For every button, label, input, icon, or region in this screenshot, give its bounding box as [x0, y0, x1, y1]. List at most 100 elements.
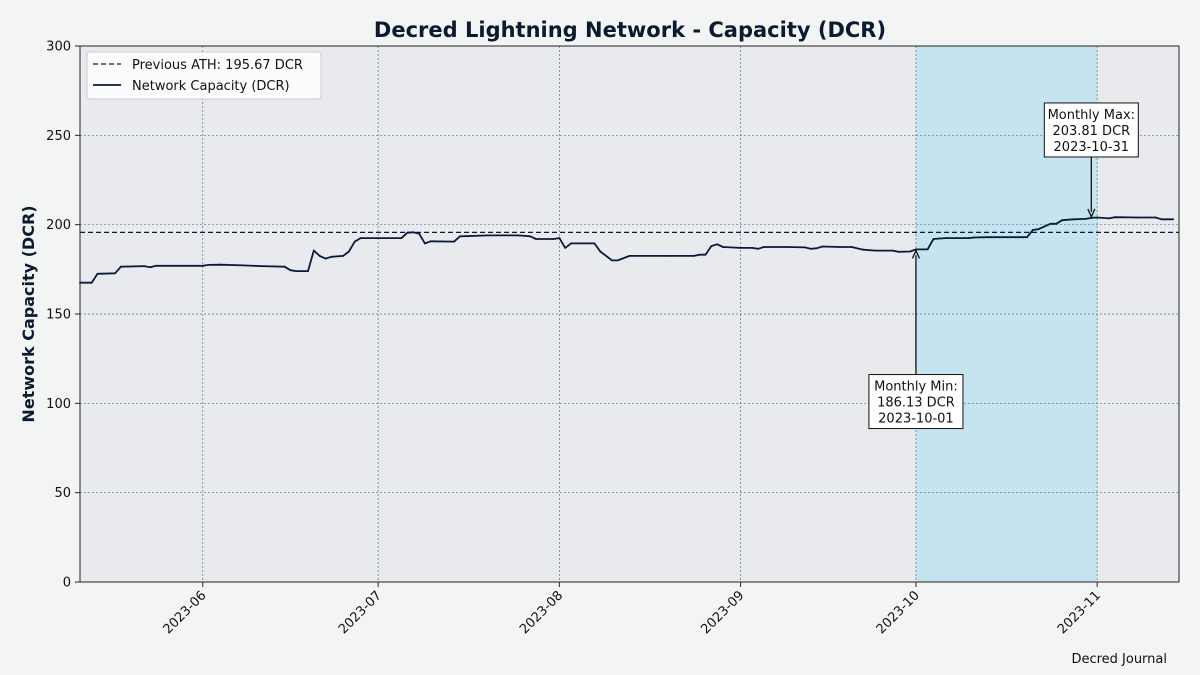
y-tick-label: 200 — [46, 218, 71, 233]
data-point — [862, 248, 865, 251]
legend-label-ath: Previous ATH: 195.67 DCR — [132, 58, 303, 73]
data-point — [1020, 236, 1023, 239]
data-point — [114, 272, 116, 275]
data-point — [295, 270, 298, 273]
data-point — [517, 234, 520, 237]
annotation-text-line: 203.81 DCR — [1052, 124, 1130, 139]
data-point — [1061, 219, 1063, 222]
data-point — [529, 235, 532, 238]
data-point — [558, 237, 561, 239]
data-point — [196, 264, 198, 267]
data-point — [581, 242, 584, 245]
data-point — [423, 242, 426, 245]
data-point — [698, 253, 701, 256]
data-point — [809, 247, 812, 250]
data-point — [891, 249, 894, 252]
data-point — [599, 250, 602, 253]
data-point — [429, 240, 432, 243]
data-point — [593, 242, 596, 245]
data-point — [710, 245, 713, 248]
data-point — [909, 250, 911, 253]
data-point — [143, 265, 146, 268]
data-point — [412, 231, 415, 234]
data-point — [1113, 216, 1116, 219]
data-point — [400, 237, 403, 239]
data-point — [90, 281, 93, 284]
data-point — [260, 265, 263, 268]
data-point — [219, 263, 222, 266]
data-point — [1037, 228, 1040, 231]
data-point — [201, 264, 204, 267]
annotation-arrowhead — [911, 248, 921, 259]
data-point — [459, 235, 461, 238]
data-point — [535, 238, 537, 240]
data-point — [1154, 216, 1157, 219]
data-point — [786, 246, 789, 248]
data-point — [342, 255, 344, 257]
legend-box — [86, 51, 322, 100]
source-credit: Decred Journal — [1071, 652, 1167, 667]
y-axis-label: Network Capacity (DCR) — [19, 205, 38, 422]
data-point — [318, 255, 321, 257]
annotation-text-line: Monthly Min: — [874, 380, 958, 395]
data-point — [1031, 229, 1034, 231]
data-point — [406, 231, 409, 234]
legend-label-capacity: Network Capacity (DCR) — [132, 79, 290, 94]
data-point — [1096, 216, 1099, 219]
data-point — [353, 240, 356, 243]
data-point — [359, 237, 362, 239]
data-point — [926, 248, 929, 251]
data-point — [488, 234, 491, 237]
data-point — [669, 255, 672, 257]
y-tick-label: 50 — [54, 486, 71, 501]
data-point — [283, 265, 286, 268]
data-point — [716, 243, 719, 246]
data-point — [1055, 222, 1058, 225]
data-point — [1107, 217, 1110, 220]
legend: Previous ATH: 195.67 DCR Network Capacity… — [86, 51, 322, 100]
data-point — [757, 247, 760, 250]
y-tick-label: 300 — [46, 40, 71, 55]
annotation-arrowhead — [1087, 208, 1096, 219]
annotation-text-line: 186.13 DCR — [877, 396, 955, 411]
data-point — [242, 264, 245, 267]
annotation-text-line: 2023-10-01 — [878, 412, 954, 427]
y-tick-label: 100 — [46, 397, 71, 412]
data-point — [564, 246, 567, 249]
data-point — [155, 264, 157, 267]
data-point — [763, 246, 765, 248]
data-point — [628, 255, 631, 257]
data-point — [985, 236, 987, 239]
data-point — [1072, 218, 1075, 221]
data-point — [850, 246, 853, 248]
data-point — [973, 236, 976, 239]
annotation-box — [868, 374, 964, 430]
data-point — [692, 255, 695, 257]
data-point — [552, 238, 555, 240]
data-point — [418, 232, 420, 235]
data-point — [1137, 216, 1139, 219]
data-point — [1084, 218, 1087, 220]
chart-title: Decred Lightning Network - Capacity (DCR… — [374, 18, 886, 42]
data-point — [611, 259, 613, 262]
data-point — [348, 250, 350, 253]
data-point — [739, 246, 742, 249]
data-point — [815, 247, 818, 250]
data-point — [1049, 222, 1052, 225]
data-point — [821, 245, 824, 248]
data-point — [307, 270, 309, 273]
annotation-text-line: Monthly Max: — [1048, 108, 1135, 123]
data-point — [839, 246, 841, 248]
data-point — [453, 240, 456, 243]
data-point — [1172, 218, 1175, 221]
data-point — [149, 266, 152, 269]
data-point — [932, 238, 935, 240]
data-point — [96, 272, 99, 275]
data-point — [330, 255, 333, 258]
data-point — [944, 237, 947, 239]
data-point — [570, 242, 572, 245]
